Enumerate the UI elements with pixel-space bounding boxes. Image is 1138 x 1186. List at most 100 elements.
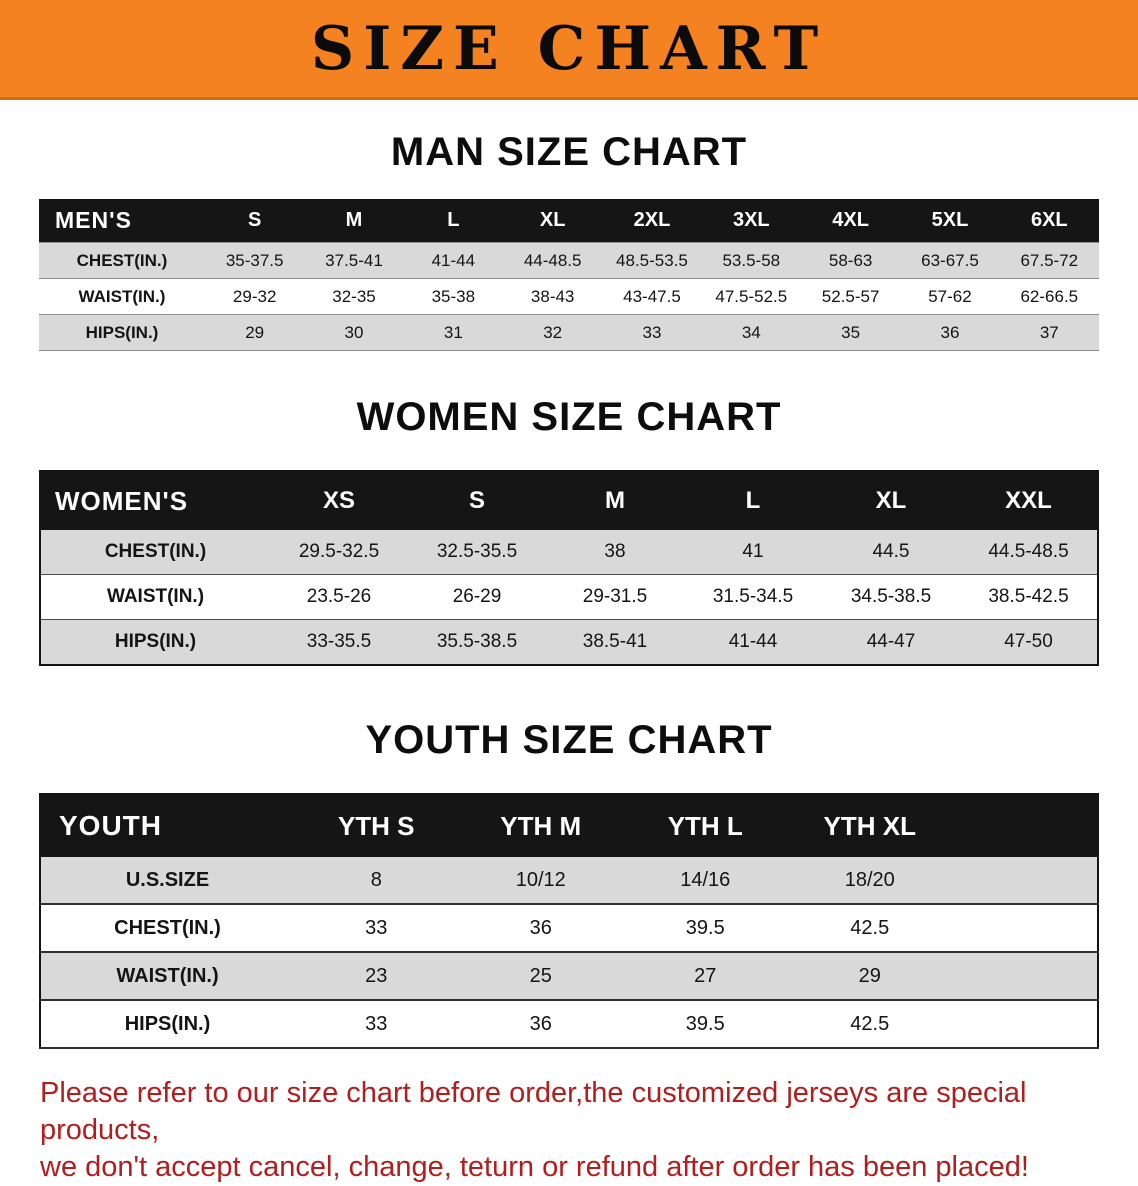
spacer-cell	[952, 1000, 1098, 1049]
spacer-cell	[952, 857, 1098, 905]
size-value-cell: 41-44	[403, 242, 503, 279]
size-value-cell: 47.5-52.5	[701, 278, 801, 315]
measurement-label: CHEST(IN.)	[40, 530, 270, 575]
disclaimer-line-1: Please refer to our size chart before or…	[40, 1077, 1027, 1147]
size-column-header: S	[205, 199, 305, 243]
size-value-cell: 36	[900, 314, 1000, 351]
table-row: HIPS(IN.) 33-35.5 35.5-38.5 38.5-41 41-44 44-…	[40, 619, 1098, 666]
size-value-cell: 44-47	[822, 619, 960, 666]
youth-section-heading: YOUTH SIZE CHART	[365, 718, 773, 762]
size-value-cell: 47-50	[960, 619, 1098, 666]
spacer-cell	[952, 794, 1098, 857]
size-value-cell: 32	[502, 314, 603, 351]
size-column-header: 4XL	[800, 199, 901, 243]
size-value-cell: 43-47.5	[602, 278, 702, 315]
size-value-cell: 37	[999, 314, 1099, 351]
size-value-cell: 41	[684, 530, 822, 575]
size-value-cell: 39.5	[623, 1000, 788, 1049]
size-value-cell: 29	[205, 314, 305, 351]
size-value-cell: 53.5-58	[701, 242, 801, 279]
size-value-cell: 38	[546, 530, 684, 575]
size-value-cell: 38.5-41	[546, 619, 684, 666]
size-value-cell: 26-29	[408, 574, 546, 620]
size-column-header: 3XL	[701, 199, 801, 243]
size-value-cell: 33	[294, 1000, 459, 1049]
size-column-header: XL	[822, 471, 960, 530]
disclaimer: Please refer to our size chart before or…	[40, 1075, 1098, 1186]
measurement-label: HIPS(IN.)	[40, 619, 270, 666]
size-value-cell: 62-66.5	[999, 278, 1099, 315]
size-value-cell: 27	[623, 952, 788, 1001]
measurement-label: WAIST(IN.)	[40, 574, 270, 620]
table-title-cell: WOMEN'S	[40, 471, 270, 530]
size-value-cell: 38-43	[502, 278, 603, 315]
size-value-cell: 8	[294, 857, 459, 905]
youth-size-section: YOUTH SIZE CHART YOUTH YTH S YTH M YTH L YTH…	[0, 666, 1138, 1049]
table-header-row: YOUTH YTH S YTH M YTH L YTH XL	[40, 794, 1098, 857]
size-value-cell: 33	[294, 904, 459, 953]
size-value-cell: 36	[458, 904, 623, 953]
size-column-header: XL	[502, 199, 603, 243]
table-row: CHEST(IN.) 29.5-32.5 32.5-35.5 38 41 44.5 44.5…	[40, 530, 1098, 575]
size-value-cell: 14/16	[623, 857, 788, 905]
table-row: CHEST(IN.) 35-37.5 37.5-41 41-44 44-48.5 48.5…	[39, 242, 1099, 279]
size-value-cell: 31.5-34.5	[684, 574, 822, 620]
table-title-cell: MEN'S	[39, 199, 205, 243]
size-column-header: S	[408, 471, 546, 530]
table-header-row: MEN'S S M L XL 2XL 3XL 4XL 5XL 6XL	[39, 199, 1099, 243]
measurement-label: U.S.SIZE	[40, 857, 294, 905]
size-value-cell: 33-35.5	[270, 619, 408, 666]
size-value-cell: 44.5	[822, 530, 960, 575]
measurement-label: WAIST(IN.)	[39, 278, 205, 315]
size-value-cell: 35	[800, 314, 901, 351]
size-value-cell: 42.5	[787, 1000, 952, 1049]
table-title-cell: YOUTH	[40, 794, 294, 857]
size-value-cell: 34	[701, 314, 801, 351]
size-column-header: M	[546, 471, 684, 530]
size-column-header: YTH XL	[787, 794, 952, 857]
size-value-cell: 35-38	[403, 278, 503, 315]
page-title: SIZE CHART	[310, 13, 828, 84]
size-value-cell: 32.5-35.5	[408, 530, 546, 575]
size-value-cell: 67.5-72	[999, 242, 1099, 279]
size-value-cell: 48.5-53.5	[602, 242, 702, 279]
size-value-cell: 39.5	[623, 904, 788, 953]
measurement-label: WAIST(IN.)	[40, 952, 294, 1001]
size-value-cell: 42.5	[787, 904, 952, 953]
size-value-cell: 36	[458, 1000, 623, 1049]
size-value-cell: 34.5-38.5	[822, 574, 960, 620]
table-row: WAIST(IN.) 23.5-26 26-29 29-31.5 31.5-34.5 34…	[40, 574, 1098, 620]
size-value-cell: 18/20	[787, 857, 952, 905]
size-value-cell: 38.5-42.5	[960, 574, 1098, 620]
size-value-cell: 29-31.5	[546, 574, 684, 620]
size-value-cell: 23.5-26	[270, 574, 408, 620]
size-value-cell: 52.5-57	[800, 278, 901, 315]
measurement-label: HIPS(IN.)	[40, 1000, 294, 1049]
size-column-header: YTH L	[623, 794, 788, 857]
size-value-cell: 30	[304, 314, 404, 351]
youth-size-table: YOUTH YTH S YTH M YTH L YTH XL U.S.SIZE 8 10/12…	[39, 793, 1099, 1049]
women-section-heading: WOMEN SIZE CHART	[356, 395, 782, 439]
size-value-cell: 33	[602, 314, 702, 351]
size-column-header: XS	[270, 471, 408, 530]
size-value-cell: 23	[294, 952, 459, 1001]
women-size-section: WOMEN SIZE CHART WOMEN'S XS S M L XL XXL CHEST(…	[0, 351, 1138, 666]
men-size-table: MEN'S S M L XL 2XL 3XL 4XL 5XL 6XL CHEST(IN.) 35-37…	[39, 199, 1099, 351]
size-value-cell: 10/12	[458, 857, 623, 905]
table-row: HIPS(IN.) 33 36 39.5 42.5	[40, 1000, 1098, 1049]
size-column-header: L	[403, 199, 503, 243]
table-header-row: WOMEN'S XS S M L XL XXL	[40, 471, 1098, 530]
measurement-label: CHEST(IN.)	[39, 242, 205, 279]
size-column-header: L	[684, 471, 822, 530]
size-column-header: YTH M	[458, 794, 623, 857]
size-value-cell: 35-37.5	[205, 242, 305, 279]
size-value-cell: 32-35	[304, 278, 404, 315]
size-value-cell: 41-44	[684, 619, 822, 666]
table-row: HIPS(IN.) 29 30 31 32 33 34 35 36 37	[39, 314, 1099, 351]
size-value-cell: 57-62	[900, 278, 1000, 315]
measurement-label: HIPS(IN.)	[39, 314, 205, 351]
size-value-cell: 63-67.5	[900, 242, 1000, 279]
table-row: WAIST(IN.) 29-32 32-35 35-38 38-43 43-47.5 47.…	[39, 278, 1099, 315]
table-row: WAIST(IN.) 23 25 27 29	[40, 952, 1098, 1001]
